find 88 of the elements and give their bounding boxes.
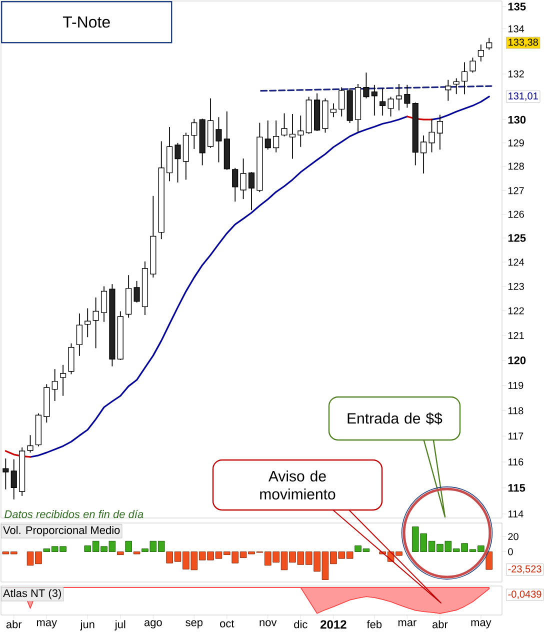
- candlestick: [240, 158, 246, 200]
- candlestick: [27, 434, 34, 454]
- annotation: Entrada de $$: [348, 412, 442, 425]
- candlestick: [298, 115, 304, 148]
- x-tick-label: 2012: [320, 620, 346, 629]
- y-tick-label: 117: [508, 432, 524, 440]
- annotation: 131,01: [508, 92, 538, 101]
- y-tick-label: 119: [508, 382, 524, 389]
- candlestick: [100, 286, 108, 322]
- y-tick-label: 0: [508, 548, 513, 556]
- candlestick: [371, 84, 378, 116]
- candlestick: [486, 37, 492, 50]
- y-tick-label: 132: [508, 70, 524, 78]
- candlestick: [380, 88, 386, 116]
- candlestick: [92, 297, 99, 349]
- x-tick-label: jun: [80, 620, 94, 630]
- bar: [133, 551, 140, 554]
- x-tick-label: ago: [144, 620, 162, 628]
- candlestick: [60, 364, 66, 396]
- candlestick: [273, 120, 280, 153]
- candlestick: [10, 458, 17, 500]
- candlestick: [453, 78, 460, 95]
- candlestick: [232, 167, 238, 202]
- annotation: Aviso de movimiento: [260, 470, 336, 500]
- candlestick: [2, 458, 9, 490]
- annotation: -23,523: [508, 565, 542, 574]
- text: T-Note: [62, 16, 110, 28]
- candlestick: [134, 280, 140, 303]
- annotation: Datos recibidos en fin de día: [4, 510, 144, 518]
- bar: [125, 540, 132, 552]
- candlestick: [289, 114, 296, 160]
- candlestick: [264, 120, 271, 150]
- y-tick-label: 129: [508, 139, 524, 146]
- candlestick: [478, 44, 484, 62]
- x-tick-label: abr: [432, 620, 448, 628]
- chart-title: Vol. Proporcional Medio: [3, 526, 120, 536]
- x-tick-label: mar: [398, 620, 416, 626]
- candlestick: [84, 308, 91, 338]
- candlestick: [470, 57, 476, 74]
- x-tick-label: abr: [6, 620, 22, 628]
- text: -0,0439: [508, 590, 542, 599]
- bar: [486, 551, 493, 570]
- x-tick-label: oct: [220, 620, 234, 628]
- y-tick-label: 127: [508, 187, 524, 194]
- candlestick: [330, 102, 336, 118]
- y-tick-label: 118: [508, 407, 524, 414]
- candlestick: [445, 79, 452, 102]
- x-tick-label: sep: [186, 620, 203, 628]
- candlestick: [420, 135, 427, 174]
- x-tick-label: may: [37, 620, 58, 628]
- y-tick-label: 114: [508, 510, 524, 518]
- candlestick: [404, 84, 410, 108]
- candlestick: [396, 84, 402, 111]
- y-tick-label: 124: [508, 258, 524, 266]
- candlestick: [461, 62, 468, 95]
- x-tick-label: feb: [366, 620, 382, 628]
- annotation: 133,38: [508, 38, 538, 47]
- candlestick: [216, 116, 222, 163]
- x-tick-label: dic: [294, 620, 308, 628]
- y-tick-label: 126: [508, 210, 524, 218]
- y-tick-label: 128: [508, 162, 524, 170]
- candlestick: [388, 96, 394, 117]
- chart-title: Atlas NT (3): [3, 589, 61, 600]
- y-tick-label: 135: [508, 2, 526, 10]
- candlestick: [428, 118, 435, 153]
- candlestick: [436, 114, 443, 150]
- y-tick-label: 116: [508, 458, 524, 466]
- candlestick: [52, 368, 58, 402]
- y-tick-label: 20: [508, 533, 518, 540]
- candlestick: [174, 142, 181, 183]
- x-tick-label: nov: [260, 620, 277, 626]
- y-tick-label: 122: [508, 307, 524, 314]
- y-tick-label: 125: [508, 234, 526, 242]
- y-tick-label: 115: [508, 484, 526, 492]
- x-tick-label: may: [471, 620, 492, 628]
- candlestick: [248, 172, 255, 211]
- y-tick-label: 134: [508, 25, 524, 32]
- y-tick-label: 121: [508, 332, 524, 339]
- candlestick: [338, 86, 345, 117]
- x-tick-label: jul: [114, 620, 126, 630]
- candlestick: [281, 112, 288, 137]
- candlestick: [191, 118, 198, 150]
- y-tick-label: 130: [508, 116, 526, 124]
- candlestick: [76, 313, 82, 356]
- y-tick-label: 123: [508, 282, 524, 290]
- candlestick: [363, 72, 370, 99]
- bar: [116, 551, 124, 556]
- y-tick-label: 120: [508, 356, 526, 364]
